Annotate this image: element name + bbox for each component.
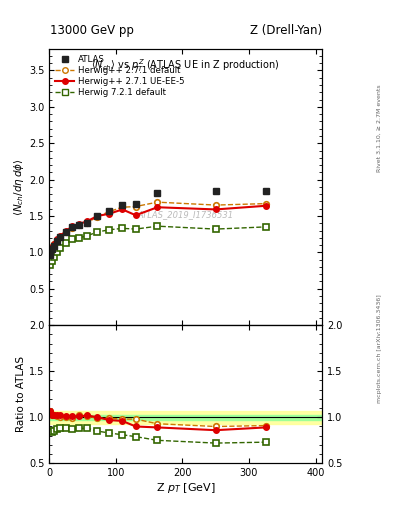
Legend: ATLAS, Herwig++ 2.7.1 default, Herwig++ 2.7.1 UE-EE-5, Herwig 7.2.1 default: ATLAS, Herwig++ 2.7.1 default, Herwig++ … (53, 53, 186, 99)
Bar (49, 411, 322, 424)
Text: ATLAS_2019_I1736531: ATLAS_2019_I1736531 (138, 210, 234, 219)
Text: Rivet 3.1.10, ≥ 2.7M events: Rivet 3.1.10, ≥ 2.7M events (377, 84, 382, 172)
Text: 13000 GeV pp: 13000 GeV pp (50, 24, 134, 37)
Bar (49, 415, 322, 420)
Text: Z (Drell-Yan): Z (Drell-Yan) (250, 24, 322, 37)
X-axis label: Z $p_T$ [GeV]: Z $p_T$ [GeV] (156, 481, 215, 495)
Y-axis label: Ratio to ATLAS: Ratio to ATLAS (16, 356, 26, 432)
Text: $\langle N_{ch}\rangle$ vs $p_T^Z$ (ATLAS UE in Z production): $\langle N_{ch}\rangle$ vs $p_T^Z$ (ATLA… (92, 57, 280, 74)
Text: mcplots.cern.ch [arXiv:1306.3436]: mcplots.cern.ch [arXiv:1306.3436] (377, 294, 382, 402)
Y-axis label: $\langle N_{ch}/d\eta\, d\phi\rangle$: $\langle N_{ch}/d\eta\, d\phi\rangle$ (12, 158, 26, 216)
